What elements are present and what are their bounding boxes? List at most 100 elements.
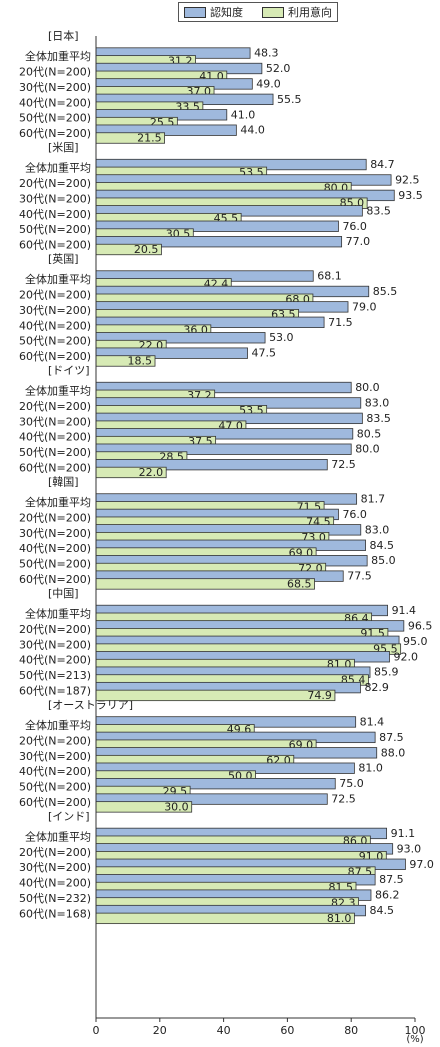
group-label: [米国]	[48, 141, 79, 154]
value-label-intent: 68.5	[287, 577, 312, 590]
legend-swatch-awareness	[184, 7, 206, 18]
row-label: 全体加重平均	[25, 383, 91, 397]
value-label-awareness: 85.9	[374, 666, 399, 679]
row-label: 30代(N=200)	[19, 81, 91, 94]
row-label: 20代(N=200)	[19, 65, 91, 78]
value-label-awareness: 80.5	[357, 427, 382, 440]
value-label-awareness: 92.5	[395, 173, 420, 186]
value-label-awareness: 81.7	[361, 492, 386, 505]
row-label: 全体加重平均	[25, 160, 91, 174]
value-label-awareness: 48.3	[254, 47, 279, 60]
value-label-awareness: 49.0	[256, 77, 281, 90]
group-label: [英国]	[48, 251, 79, 265]
row-label: 40代(N=200)	[19, 654, 91, 667]
row-label: 全体加重平均	[25, 272, 91, 286]
row-label: 30代(N=200)	[19, 415, 91, 428]
value-label-awareness: 82.9	[364, 681, 389, 694]
value-label-awareness: 72.5	[331, 793, 356, 806]
value-label-awareness: 96.5	[408, 619, 433, 632]
row-label: 50代(N=232)	[19, 892, 91, 905]
group-label: [中国]	[48, 587, 79, 600]
row-label: 全体加重平均	[25, 718, 91, 732]
value-label-awareness: 84.7	[370, 158, 395, 171]
x-tick-label: 80	[344, 1024, 358, 1037]
row-label: 30代(N=200)	[19, 192, 91, 205]
row-label: 40代(N=200)	[19, 877, 91, 890]
value-label-awareness: 76.0	[342, 508, 367, 521]
value-label-intent: 30.0	[164, 800, 189, 813]
row-label: 20代(N=200)	[19, 846, 91, 859]
row-label: 20代(N=200)	[19, 623, 91, 636]
x-tick-label: 0	[93, 1024, 100, 1037]
value-label-awareness: 77.0	[346, 235, 371, 248]
row-label: 50代(N=200)	[19, 446, 91, 459]
row-label: 全体加重平均	[25, 829, 91, 843]
row-label: 60代(N=200)	[19, 796, 91, 809]
value-label-awareness: 84.5	[370, 904, 395, 917]
row-label: 60代(N=200)	[19, 573, 91, 586]
row-label: 20代(N=200)	[19, 177, 91, 190]
x-tick-label: 20	[153, 1024, 167, 1037]
value-label-awareness: 80.0	[355, 381, 380, 394]
value-label-awareness: 87.5	[379, 873, 404, 886]
value-label-awareness: 72.5	[331, 458, 356, 471]
value-label-awareness: 91.4	[392, 604, 417, 617]
value-label-intent: 20.5	[134, 243, 159, 256]
value-label-awareness: 68.1	[317, 270, 342, 283]
value-label-intent: 74.9	[307, 689, 332, 702]
value-label-awareness: 85.5	[373, 285, 398, 298]
value-label-awareness: 92.0	[393, 650, 418, 663]
value-label-awareness: 83.5	[366, 412, 391, 425]
row-label: 40代(N=200)	[19, 431, 91, 444]
bar-intent	[95, 578, 315, 590]
group-label: [ドイツ]	[48, 364, 90, 377]
value-label-intent: 22.0	[139, 466, 164, 479]
value-label-awareness: 80.0	[355, 443, 380, 456]
value-label-awareness: 86.2	[375, 889, 400, 902]
row-label: 全体加重平均	[25, 606, 91, 620]
value-label-awareness: 88.0	[381, 746, 406, 759]
value-label-awareness: 95.0	[403, 635, 428, 648]
legend-label-awareness: 認知度	[210, 6, 243, 19]
x-tick-label: 40	[217, 1024, 231, 1037]
legend-swatch-intent	[262, 7, 284, 18]
bar-intent	[95, 912, 355, 925]
row-label: 30代(N=200)	[19, 638, 91, 651]
row-label: 50代(N=200)	[19, 335, 91, 348]
group-label: [インド]	[48, 810, 90, 823]
row-label: 40代(N=200)	[19, 765, 91, 778]
value-label-intent: 21.5	[137, 132, 162, 145]
value-label-awareness: 52.0	[266, 62, 291, 75]
row-label: 20代(N=200)	[19, 288, 91, 301]
x-tick-label: 60	[280, 1024, 294, 1037]
row-label: 60代(N=200)	[19, 127, 91, 140]
value-label-awareness: 93.0	[397, 842, 422, 855]
row-label: 40代(N=200)	[19, 319, 91, 332]
value-label-awareness: 44.0	[240, 124, 264, 137]
group-label: [韓国]	[48, 475, 79, 488]
x-unit-label: (%)	[406, 1034, 423, 1045]
value-label-awareness: 83.5	[366, 204, 391, 217]
value-label-awareness: 91.1	[391, 827, 416, 840]
row-label: 全体加重平均	[25, 49, 91, 63]
group-label: [オーストラリア]	[48, 698, 133, 711]
group-label: [日本]	[48, 29, 79, 43]
value-label-awareness: 93.5	[398, 189, 423, 202]
row-label: 60代(N=168)	[19, 908, 91, 921]
row-label: 40代(N=200)	[19, 208, 91, 221]
value-label-awareness: 76.0	[342, 220, 367, 233]
x-tick-label: 100	[405, 1024, 426, 1037]
value-label-awareness: 87.5	[379, 731, 404, 744]
value-label-awareness: 71.5	[328, 316, 353, 329]
row-label: 50代(N=200)	[19, 112, 91, 125]
value-label-awareness: 75.0	[339, 777, 364, 790]
row-label: 50代(N=200)	[19, 781, 91, 794]
row-label: 30代(N=200)	[19, 750, 91, 763]
value-label-awareness: 84.5	[370, 539, 395, 552]
value-label-awareness: 79.0	[352, 300, 377, 313]
value-label-intent: 18.5	[128, 354, 153, 367]
row-label: 20代(N=200)	[19, 400, 91, 413]
row-label: 50代(N=213)	[19, 669, 91, 682]
